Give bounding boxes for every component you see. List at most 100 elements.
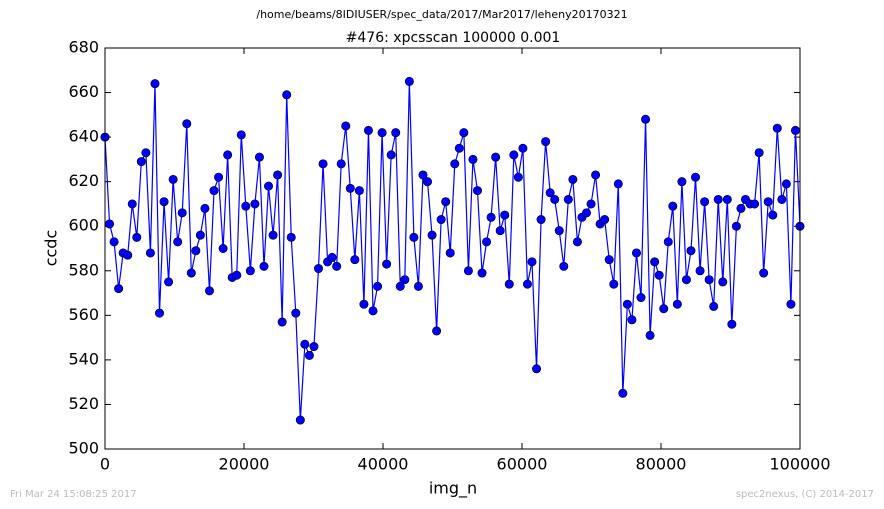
data-point bbox=[718, 277, 728, 287]
data-point bbox=[659, 304, 669, 314]
data-point bbox=[391, 128, 401, 138]
data-point bbox=[527, 257, 537, 267]
data-point bbox=[668, 201, 678, 211]
data-point bbox=[232, 270, 242, 280]
data-point bbox=[686, 246, 696, 256]
data-point bbox=[409, 232, 419, 242]
y-tick-label: 580 bbox=[68, 260, 99, 279]
data-point bbox=[604, 255, 614, 265]
data-point bbox=[277, 317, 287, 327]
data-point bbox=[191, 246, 201, 256]
data-point bbox=[400, 275, 410, 285]
data-point bbox=[309, 342, 319, 352]
data-point bbox=[359, 299, 369, 309]
data-point bbox=[132, 232, 142, 242]
data-point bbox=[173, 237, 183, 247]
data-point bbox=[513, 172, 523, 182]
data-point bbox=[704, 275, 714, 285]
data-point bbox=[786, 299, 796, 309]
data-point bbox=[672, 299, 682, 309]
data-point bbox=[500, 210, 510, 220]
data-point bbox=[105, 219, 115, 229]
y-tick-label: 660 bbox=[68, 82, 99, 101]
data-point bbox=[395, 281, 405, 291]
y-tick-label: 600 bbox=[68, 216, 99, 235]
data-point bbox=[204, 286, 214, 296]
data-point bbox=[155, 308, 165, 318]
data-point bbox=[768, 210, 778, 220]
data-point bbox=[182, 119, 192, 129]
data-point bbox=[563, 194, 573, 204]
data-point bbox=[504, 279, 514, 289]
data-point bbox=[363, 125, 373, 135]
data-point bbox=[313, 264, 323, 274]
data-point bbox=[477, 268, 487, 278]
data-point bbox=[472, 186, 482, 196]
data-point bbox=[209, 186, 219, 196]
data-point bbox=[591, 170, 601, 180]
y-tick-label: 560 bbox=[68, 305, 99, 324]
data-point bbox=[700, 197, 710, 207]
data-point bbox=[145, 248, 155, 258]
data-point bbox=[386, 150, 396, 160]
data-point bbox=[295, 415, 305, 425]
data-point bbox=[214, 172, 224, 182]
data-point bbox=[622, 299, 632, 309]
data-point bbox=[482, 237, 492, 247]
data-point bbox=[382, 259, 392, 269]
data-point bbox=[150, 79, 160, 89]
data-point bbox=[236, 130, 246, 140]
data-point bbox=[609, 279, 619, 289]
x-tick-label: 0 bbox=[100, 455, 110, 474]
data-point bbox=[259, 261, 269, 271]
data-point bbox=[536, 215, 546, 225]
data-point bbox=[345, 183, 355, 193]
data-point bbox=[109, 237, 119, 247]
data-point bbox=[454, 143, 464, 153]
data-point bbox=[572, 237, 582, 247]
data-point bbox=[554, 226, 564, 236]
data-point bbox=[327, 252, 337, 262]
data-point bbox=[568, 174, 578, 184]
data-point bbox=[459, 128, 469, 138]
data-point bbox=[141, 148, 151, 158]
data-point bbox=[541, 137, 551, 147]
data-point bbox=[136, 157, 146, 167]
data-point bbox=[532, 364, 542, 374]
data-point bbox=[631, 248, 641, 258]
data-point bbox=[627, 315, 637, 325]
data-point bbox=[300, 339, 310, 349]
data-point bbox=[441, 197, 451, 207]
x-tick-label: 80000 bbox=[636, 455, 687, 474]
data-point bbox=[677, 177, 687, 187]
x-tick-label: 60000 bbox=[497, 455, 548, 474]
data-point bbox=[463, 266, 473, 276]
data-point bbox=[423, 177, 433, 187]
data-point bbox=[114, 284, 124, 294]
data-point bbox=[195, 230, 205, 240]
data-point bbox=[282, 90, 292, 100]
data-point bbox=[759, 268, 769, 278]
data-point bbox=[241, 201, 251, 211]
data-point bbox=[432, 326, 442, 336]
data-point bbox=[123, 250, 133, 260]
data-point bbox=[164, 277, 174, 287]
footer-right: spec2nexus, (C) 2014-2017 bbox=[736, 489, 874, 500]
data-point bbox=[495, 226, 505, 236]
data-point bbox=[223, 150, 233, 160]
data-point bbox=[772, 123, 782, 133]
data-point bbox=[377, 128, 387, 138]
chart-title: #476: xpcsscan 100000 0.001 bbox=[346, 30, 561, 46]
data-point bbox=[713, 194, 723, 204]
data-point bbox=[450, 159, 460, 169]
data-point bbox=[491, 152, 501, 162]
data-point bbox=[354, 186, 364, 196]
data-point bbox=[127, 199, 137, 209]
data-point bbox=[264, 181, 274, 191]
data-point bbox=[218, 244, 228, 254]
data-point bbox=[781, 179, 791, 189]
data-point bbox=[250, 199, 260, 209]
data-point bbox=[545, 188, 555, 198]
data-point bbox=[286, 232, 296, 242]
